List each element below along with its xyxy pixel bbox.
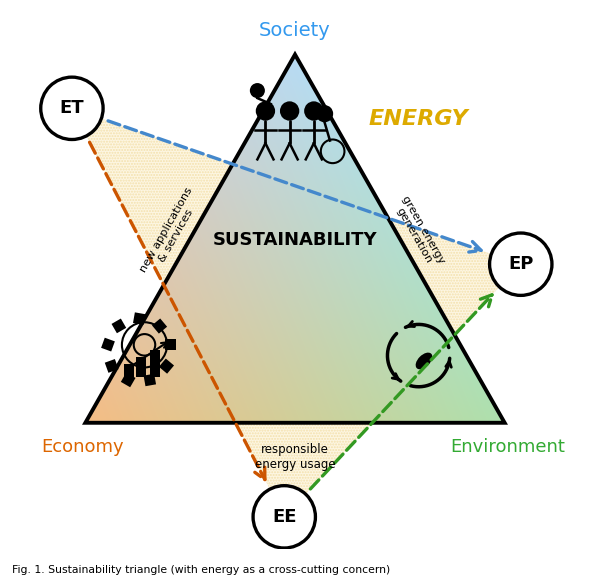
Text: Economy: Economy: [41, 438, 124, 456]
Circle shape: [253, 486, 316, 548]
Text: EP: EP: [508, 255, 533, 273]
Text: EE: EE: [272, 508, 297, 526]
Ellipse shape: [416, 353, 432, 369]
Text: green energy
generation: green energy generation: [391, 195, 447, 272]
Circle shape: [490, 233, 552, 295]
Bar: [136, 357, 146, 377]
Text: SUSTAINABILITY: SUSTAINABILITY: [212, 231, 378, 249]
Circle shape: [41, 77, 103, 139]
Text: ENERGY: ENERGY: [369, 109, 468, 129]
Polygon shape: [72, 108, 521, 517]
Bar: [133, 312, 146, 325]
Text: Environment: Environment: [450, 438, 565, 456]
Bar: [121, 373, 136, 387]
Text: Society: Society: [259, 20, 331, 39]
Bar: [165, 339, 176, 350]
Circle shape: [255, 101, 275, 121]
Text: ET: ET: [60, 99, 84, 117]
Bar: [150, 350, 159, 377]
Bar: [159, 358, 174, 374]
Bar: [143, 374, 156, 386]
Circle shape: [280, 101, 299, 121]
Bar: [152, 318, 167, 334]
Text: responsible
energy usage: responsible energy usage: [255, 443, 335, 470]
Bar: [105, 359, 119, 373]
Circle shape: [316, 105, 333, 123]
Bar: [101, 338, 115, 351]
Bar: [124, 364, 134, 377]
Circle shape: [250, 83, 265, 98]
Circle shape: [304, 101, 323, 121]
Text: new applications
& services: new applications & services: [138, 186, 205, 280]
Text: Fig. 1. Sustainability triangle (with energy as a cross-cutting concern): Fig. 1. Sustainability triangle (with en…: [12, 565, 390, 575]
Bar: [112, 318, 126, 334]
